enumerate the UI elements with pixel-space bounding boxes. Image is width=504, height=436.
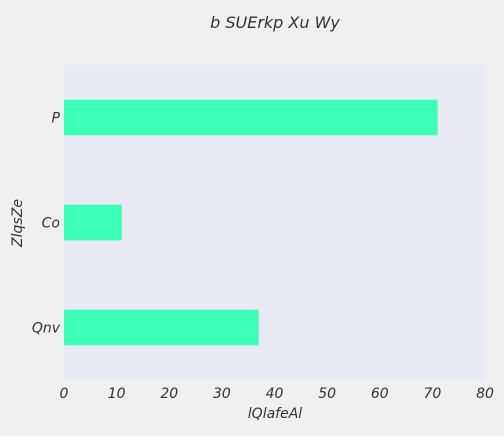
y-tick-label: Co: [42, 216, 60, 232]
x-tick-label: 10: [108, 386, 126, 402]
y-tick-label: Qnv: [32, 321, 61, 337]
bar-p: [64, 99, 438, 136]
x-tick-labels: 0 10 20 30 40 50 60 70 80: [60, 386, 494, 402]
x-tick-label: 80: [476, 386, 494, 402]
y-axis-label: ZlqsZe: [10, 199, 26, 248]
x-tick-label: 40: [266, 386, 284, 402]
x-tick-label: 70: [423, 386, 441, 402]
y-tick-label: P: [52, 111, 61, 127]
chart-title: b SUErkp Xu Wy: [210, 13, 340, 32]
x-tick-label: 30: [213, 386, 231, 402]
bar-co: [64, 204, 122, 241]
x-tick-label: 20: [160, 386, 178, 402]
x-tick-label: 0: [60, 386, 69, 402]
bar-qnv: [64, 309, 259, 346]
x-tick-label: 50: [318, 386, 336, 402]
bars-group: [64, 99, 438, 346]
x-axis-label: lQlafeAl: [248, 406, 302, 422]
y-tick-labels: P Co Qnv: [32, 111, 61, 337]
x-tick-label: 60: [371, 386, 389, 402]
